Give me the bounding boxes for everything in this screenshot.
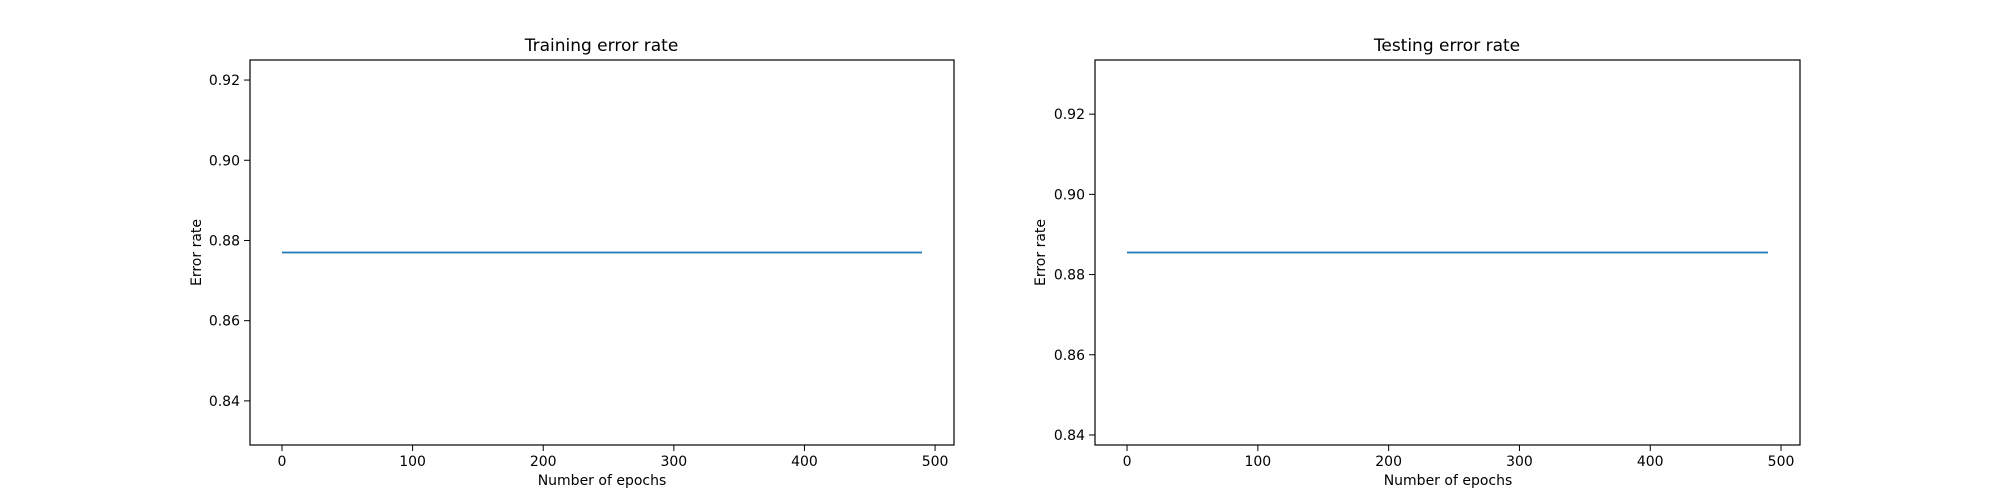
tick-group: 0 100 200 300 400 500 0.84 0.86 0.88 0.90 0.92 <box>209 73 949 470</box>
y-tick-label: 0.90 <box>209 153 240 169</box>
plot-frame <box>1094 59 1801 446</box>
y-axis-label: Error rate <box>1033 219 1049 286</box>
x-tick-label: 200 <box>1375 454 1402 470</box>
x-tick-label: 0 <box>278 454 287 470</box>
chart-title: Testing error rate <box>1373 36 1520 56</box>
y-tick-label: 0.90 <box>1054 187 1085 203</box>
chart-title: Training error rate <box>524 36 679 56</box>
x-tick-label: 500 <box>1768 454 1795 470</box>
x-tick-label: 500 <box>922 454 949 470</box>
y-tick-label: 0.92 <box>1054 107 1085 123</box>
y-tick-label: 0.88 <box>209 233 240 249</box>
training-error-chart: Training error rate 0 100 200 300 400 500 0.84… <box>189 36 955 489</box>
y-tick-label: 0.84 <box>1054 428 1085 444</box>
x-tick-label: 400 <box>791 454 818 470</box>
tick-group: 0 100 200 300 400 500 0.84 0.86 0.88 0.90 0.92 <box>1054 107 1795 470</box>
y-tick-label: 0.86 <box>1054 348 1085 364</box>
x-tick-label: 300 <box>1506 454 1533 470</box>
plot-frame <box>249 59 955 446</box>
x-tick-label: 100 <box>399 454 426 470</box>
testing-error-chart: Testing error rate 0 100 200 300 400 5000.840… <box>1033 36 1801 489</box>
y-tick-label: 0.92 <box>209 73 240 89</box>
x-tick-label: 0 <box>1123 454 1132 470</box>
x-axis-label: Number of epochs <box>1384 473 1513 489</box>
x-tick-label: 400 <box>1637 454 1664 470</box>
y-tick-label: 0.84 <box>209 394 240 410</box>
y-tick-label: 0.88 <box>1054 268 1085 284</box>
x-tick-label: 100 <box>1244 454 1271 470</box>
y-axis-label: Error rate <box>189 219 205 286</box>
x-tick-label: 200 <box>530 454 557 470</box>
x-axis-label: Number of epochs <box>538 473 667 489</box>
y-tick-label: 0.86 <box>209 314 240 330</box>
x-tick-label: 300 <box>660 454 687 470</box>
